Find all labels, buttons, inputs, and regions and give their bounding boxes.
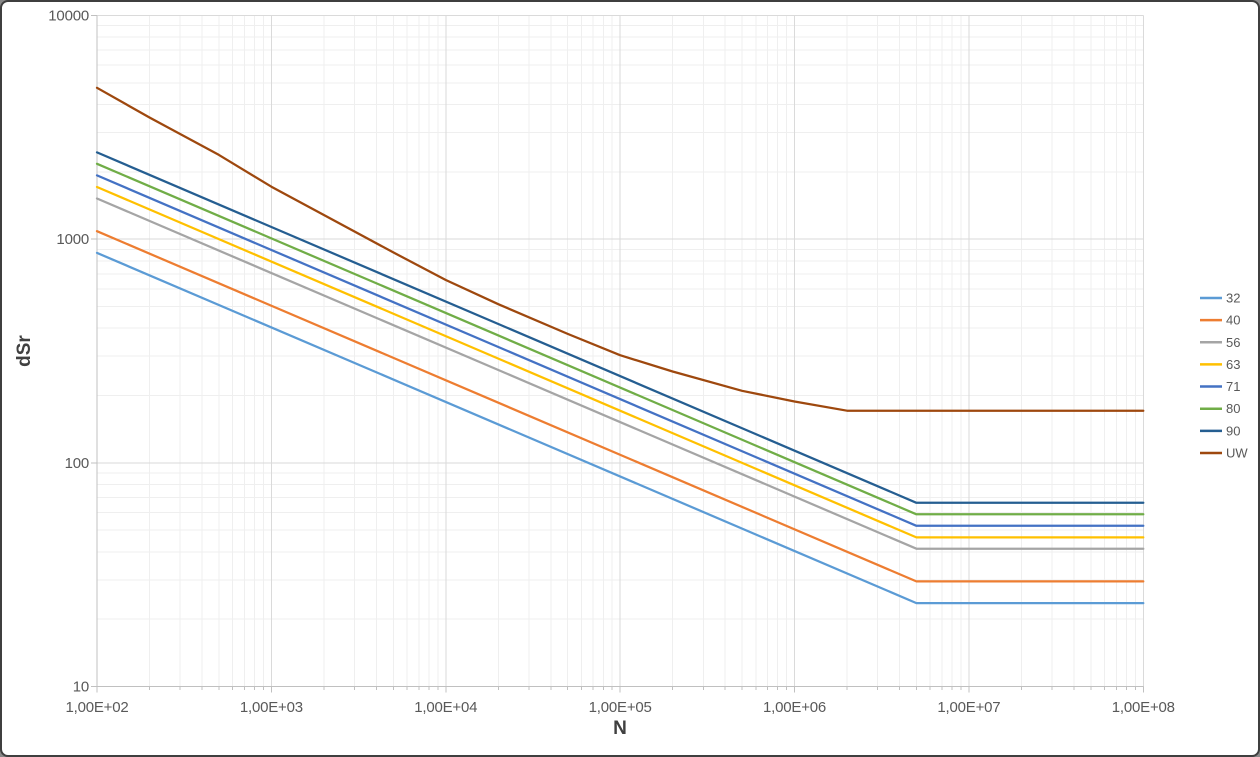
legend-item: 90: [1200, 423, 1240, 438]
series-line-UW: [95, 86, 1145, 412]
x-tick-label: 1,00E+03: [240, 699, 303, 716]
series-lines: [95, 86, 1145, 605]
x-tick-label: 1,00E+08: [1112, 699, 1175, 716]
series-line-63: [95, 185, 1145, 539]
series-line-56: [95, 197, 1145, 550]
legend-item-label: 71: [1226, 379, 1240, 394]
y-tick-label: 100: [65, 455, 89, 472]
legend-item-label: UW: [1226, 445, 1248, 460]
x-tick-label: 1,00E+04: [414, 699, 477, 716]
y-tick-label: 1000: [56, 231, 89, 248]
legend-item-label: 32: [1226, 291, 1240, 306]
axes: [91, 15, 1144, 693]
legend-item: 56: [1200, 335, 1240, 350]
legend-item-label: 40: [1226, 313, 1240, 328]
legend-item-label: 90: [1226, 423, 1240, 438]
legend-item-label: 56: [1226, 335, 1240, 350]
legend-item: 32: [1200, 291, 1240, 306]
legend-item-label: 80: [1226, 401, 1240, 416]
legend-item: 40: [1200, 313, 1240, 328]
series-line-90: [95, 151, 1145, 504]
series-line-40: [95, 230, 1145, 583]
x-tick-label: 1,00E+02: [65, 699, 128, 716]
legend-item: UW: [1200, 445, 1248, 460]
legend-item: 80: [1200, 401, 1240, 416]
x-axis-title: N: [613, 718, 627, 739]
series-line-32: [95, 251, 1145, 605]
y-axis-title: dSr: [14, 335, 35, 367]
y-tick-label: 10: [73, 679, 89, 696]
series-line-71: [95, 174, 1145, 527]
tick-labels: 1,00E+02 1,00E+03 1,00E+04 1,00E+05 1,00E+06…: [48, 8, 1175, 717]
x-tick-label: 1,00E+06: [763, 699, 826, 716]
legend-item: 63: [1200, 357, 1240, 372]
x-tick-label: 1,00E+07: [937, 699, 1000, 716]
legend-item: 71: [1200, 379, 1240, 394]
x-tick-label: 1,00E+05: [589, 699, 652, 716]
series-line-80: [95, 162, 1145, 516]
y-tick-label: 10000: [48, 8, 89, 25]
major-gridlines: [96, 15, 1144, 687]
legend: 32 40 56 63 71 80 90 UW: [1200, 291, 1248, 460]
legend-item-label: 63: [1226, 357, 1240, 372]
